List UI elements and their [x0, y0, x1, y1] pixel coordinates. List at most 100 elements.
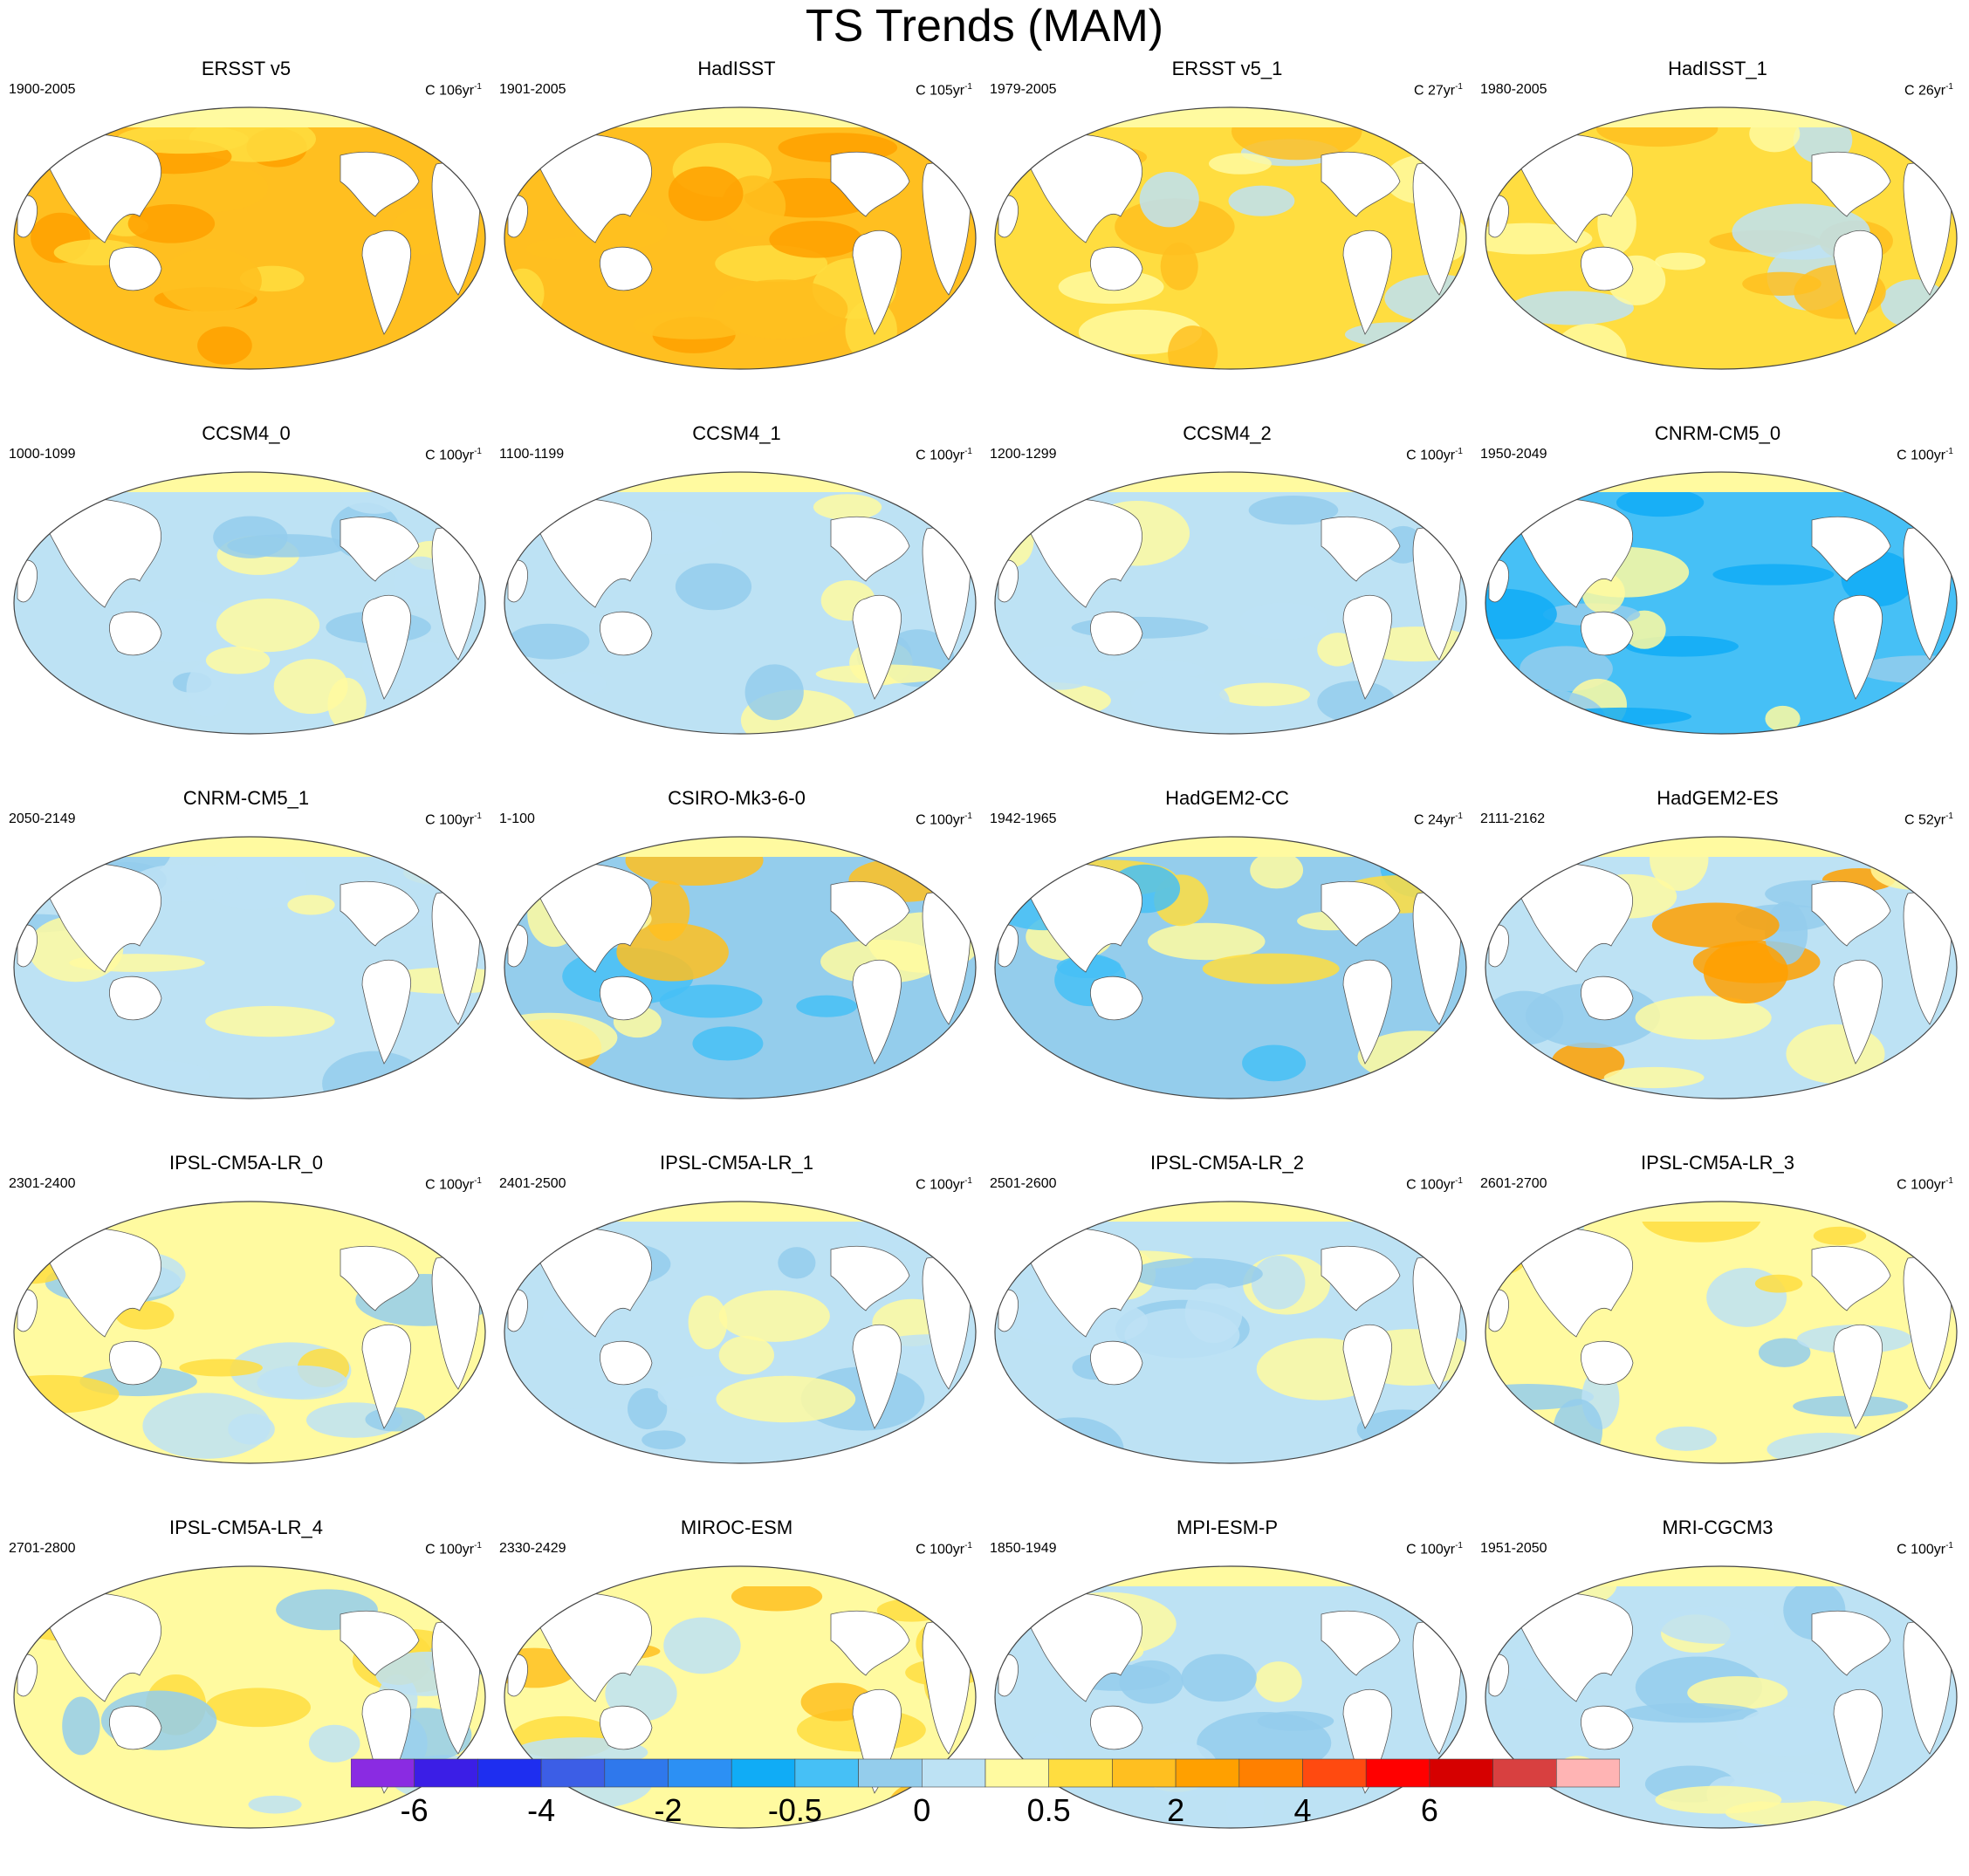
panel-units: C 100yr-1: [916, 1176, 972, 1193]
arctic-band: [995, 1566, 1466, 1586]
land-mass: [17, 924, 38, 968]
map-outline: [13, 106, 486, 370]
arctic-band: [1485, 1566, 1957, 1586]
anomaly-patch: [1553, 1399, 1603, 1462]
anomaly-patch: [628, 1387, 668, 1430]
anomaly-patch: [1225, 1779, 1265, 1828]
map-outline: [994, 1201, 1467, 1464]
land-mass: [1581, 1340, 1634, 1386]
land-mass: [1342, 959, 1393, 1065]
colorbar-tick-label: -4: [527, 1792, 556, 1828]
colorbar-tick-label: 6: [1420, 1792, 1438, 1828]
anomaly-patch: [641, 1430, 686, 1450]
anomaly-patch: [995, 672, 1031, 706]
land-mass: [340, 516, 420, 582]
panel-title: CNRM-CM5_0: [1654, 422, 1781, 444]
map-panel: IPSL-CM5A-LR_3 2601-2700 C 100yr-1: [1473, 1152, 1962, 1511]
panel-period: 2401-2500: [499, 1176, 566, 1191]
anomaly-patch: [1616, 488, 1705, 517]
land-mass: [1581, 246, 1634, 291]
anomaly-patch: [1552, 707, 1692, 726]
panel-period: 2501-2600: [990, 1176, 1057, 1191]
land-mass: [340, 880, 420, 947]
land-mass: [1090, 246, 1143, 291]
panel-units: C 100yr-1: [425, 1176, 482, 1193]
panel-units: C 100yr-1: [425, 1541, 482, 1558]
map-outline: [994, 1565, 1467, 1829]
panel-period: 1980-2005: [1480, 82, 1547, 97]
anomaly-patch: [1655, 1785, 1782, 1814]
panel-period: 1900-2005: [9, 82, 76, 97]
anomaly-patch: [287, 894, 335, 915]
panel-units: C 100yr-1: [916, 811, 972, 828]
map-outline: [13, 836, 486, 1099]
land-mass: [1811, 516, 1891, 582]
anomaly-patch: [116, 124, 249, 154]
anomaly-patch: [718, 1335, 775, 1375]
anomaly-patch: [718, 1290, 830, 1342]
anomaly-patch: [1813, 1226, 1867, 1245]
panel-units: C 100yr-1: [425, 447, 482, 463]
panel-units: C 52yr-1: [1904, 811, 1953, 828]
land-mass: [852, 959, 902, 1065]
panel-period: 1950-2049: [1480, 447, 1547, 462]
arctic-band: [14, 837, 485, 857]
colorbar-tick-label: 0: [913, 1792, 931, 1828]
panel-period: 1000-1099: [9, 447, 76, 462]
arctic-band: [995, 472, 1466, 492]
anomaly-patch: [504, 1208, 549, 1236]
land-mass: [1342, 594, 1393, 700]
colorbar-swatch: [1048, 1758, 1113, 1788]
land-mass: [852, 1324, 902, 1429]
anomaly-patch: [1130, 676, 1230, 726]
land-mass: [1488, 1653, 1509, 1697]
land-mass: [1581, 1705, 1634, 1750]
anomaly-patch: [813, 494, 882, 521]
land-mass: [1023, 862, 1143, 973]
anomaly-patch: [1655, 252, 1706, 270]
panel-title: IPSL-CM5A-LR_3: [1640, 1152, 1795, 1174]
land-mass: [1023, 1227, 1143, 1338]
land-mass: [1488, 1289, 1509, 1332]
anomaly-patch: [731, 1581, 823, 1612]
land-mass: [1090, 976, 1143, 1021]
panel-title: ERSST v5_1: [1171, 58, 1283, 79]
map-outline: [504, 1565, 977, 1829]
anomaly-patch: [14, 1064, 56, 1085]
panel-title: CSIRO-Mk3-6-0: [668, 787, 806, 809]
anomaly-patch: [902, 472, 976, 523]
colorbar-swatch: [604, 1758, 669, 1788]
anomaly-patch: [1160, 242, 1198, 291]
land-mass: [998, 559, 1019, 603]
map-panel: ERSST v5 1900-2005 C 106yr-1: [2, 58, 491, 417]
land-mass: [1811, 1610, 1891, 1676]
anomaly-patch: [257, 1365, 348, 1400]
anomaly-patch: [1890, 697, 1957, 727]
trend-map: [994, 106, 1467, 370]
anomaly-patch: [1197, 1712, 1332, 1775]
panel-title: HadISST_1: [1668, 58, 1767, 79]
anomaly-patch: [228, 1414, 275, 1445]
anomaly-patch: [1765, 705, 1801, 732]
land-mass: [830, 1610, 910, 1676]
panel-title: CCSM4_1: [692, 422, 781, 444]
colorbar-swatch: [984, 1758, 1049, 1788]
map-outline: [994, 836, 1467, 1099]
land-mass: [1342, 1688, 1393, 1794]
land-mass: [1090, 1705, 1143, 1750]
arctic-band: [504, 107, 976, 127]
panel-period: 2050-2149: [9, 811, 76, 826]
land-mass: [42, 1227, 162, 1338]
arctic-band: [504, 1202, 976, 1222]
anomaly-patch: [1485, 990, 1564, 1045]
anomaly-patch: [1735, 1706, 1842, 1756]
land-mass: [507, 924, 528, 968]
land-mass: [507, 1289, 528, 1332]
panel-title: MPI-ESM-P: [1176, 1517, 1279, 1538]
arctic-band: [504, 837, 976, 857]
anomaly-patch: [213, 516, 288, 558]
land-mass: [361, 1688, 412, 1794]
anomaly-patch: [151, 162, 269, 213]
land-mass: [852, 594, 902, 700]
anomaly-patch: [1687, 1676, 1788, 1710]
